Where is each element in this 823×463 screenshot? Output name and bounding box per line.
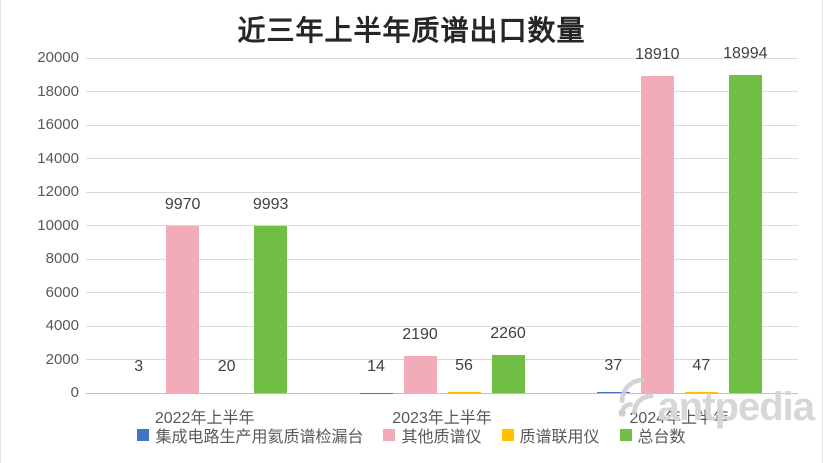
legend-label: 质谱联用仪: [519, 429, 600, 446]
y-tick-label: 10000: [37, 216, 79, 234]
gridline: [86, 325, 798, 327]
bar-value-label: 2190: [402, 326, 438, 344]
bar-value-label: 9993: [252, 195, 289, 213]
bar-series2-cat1: [166, 226, 200, 393]
gridline: [86, 359, 798, 360]
legend-label: 集成电路生产用氦质谱检漏台: [155, 429, 364, 446]
x-category-label: 2022年上半年: [154, 410, 255, 427]
bar-series1-cat3: [596, 392, 630, 393]
chart-title: 近三年上半年质谱出口数量: [237, 14, 586, 47]
legend-marker: [383, 429, 396, 441]
bar-value-label: 20: [217, 357, 236, 375]
bar-value-label: 56: [455, 357, 473, 375]
legend-item: 质谱联用仪: [501, 423, 600, 447]
bar-series4-cat3: [728, 74, 762, 393]
bar-series4-cat1: [254, 225, 288, 393]
y-tick-label: 0: [70, 384, 79, 401]
bar-value-label: 2260: [490, 325, 526, 343]
y-tick-label: 2000: [45, 350, 79, 368]
x-category-label: 2024年上半年: [629, 410, 730, 427]
bar-series2-cat3: [640, 76, 674, 393]
gridline: [86, 158, 798, 159]
legend-marker: [137, 429, 150, 441]
legend-marker: [619, 429, 632, 441]
bar-value-label: 18994: [723, 44, 768, 62]
y-tick-label: 12000: [37, 183, 79, 200]
y-tick-label: 4000: [45, 317, 79, 334]
legend-item: 总台数: [619, 423, 686, 447]
bar-series3-cat2: [447, 392, 481, 393]
y-tick-label: 8000: [45, 250, 79, 267]
bar-series2-cat2: [403, 356, 437, 393]
bar-value-label: 3: [134, 357, 144, 375]
legend-marker: [501, 429, 514, 441]
gridline: [86, 258, 798, 260]
bar-value-label: 47: [692, 357, 711, 375]
bar-value-label: 18910: [635, 46, 680, 64]
gridline: [86, 191, 798, 193]
bar-series3-cat3: [684, 392, 718, 393]
legend-label: 总台数: [637, 429, 686, 446]
y-tick-label: 20000: [37, 49, 79, 66]
gridline: [86, 292, 798, 293]
legend-label: 其他质谱仪: [401, 429, 482, 446]
y-tick-label: 16000: [37, 116, 79, 133]
gridline: [86, 225, 798, 226]
gridline: [86, 124, 798, 126]
gridline: [86, 57, 798, 59]
gridline: [86, 91, 798, 92]
legend-item: 其他质谱仪: [383, 423, 482, 447]
legend: 集成电路生产用氦质谱检漏台 其他质谱仪 质谱联用仪 总台数: [1, 423, 822, 447]
bar-value-label: 14: [367, 357, 385, 375]
y-tick-label: 14000: [37, 149, 79, 167]
plot-area: 0 2000 4000 6000 8000 10000 12000 14000 16000 180…: [37, 45, 798, 427]
legend-item: 集成电路生产用氦质谱检漏台: [137, 423, 363, 447]
x-category-label: 2023年上半年: [392, 410, 492, 427]
y-tick-label: 18000: [37, 82, 79, 100]
bar-value-label: 37: [604, 357, 623, 375]
bar-value-label: 9970: [164, 196, 201, 214]
y-tick-label: 6000: [45, 283, 79, 301]
x-axis-line: [86, 392, 798, 394]
bar-series4-cat2: [491, 355, 525, 393]
